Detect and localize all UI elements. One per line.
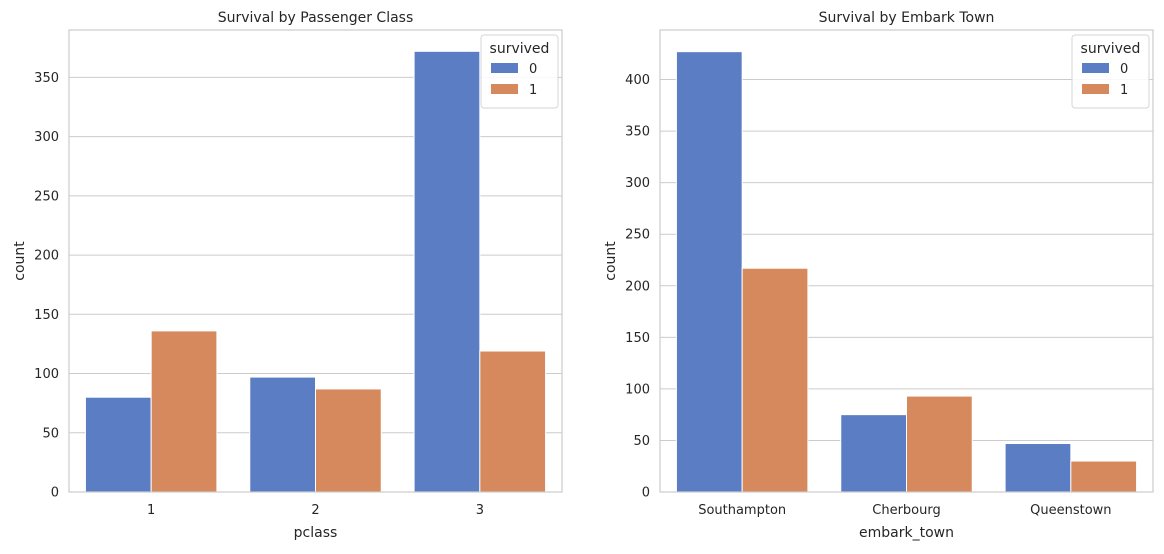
y-tick-label: 50 — [42, 426, 59, 441]
plot-frame — [659, 29, 1154, 493]
legend-label-1: 1 — [1120, 83, 1128, 98]
y-tick-label: 0 — [642, 486, 650, 501]
legend-label-1: 1 — [529, 83, 537, 98]
y-tick-label: 250 — [625, 228, 650, 243]
x-axis-label: embark_town — [859, 525, 954, 541]
y-tick-label: 200 — [625, 279, 650, 294]
y-tick-label: 100 — [34, 367, 59, 382]
legend-label-0: 0 — [529, 62, 537, 77]
legend-swatch-0 — [491, 63, 518, 73]
legend-swatch-1 — [491, 84, 518, 94]
legend-swatch-0 — [1082, 63, 1109, 73]
bar-southampton-survived-1 — [741, 267, 809, 493]
y-tick-label: 300 — [625, 176, 650, 191]
bar-southampton-survived-0 — [675, 51, 743, 493]
legend: survived 0 1 — [480, 34, 559, 109]
x-axis-label: pclass — [294, 525, 338, 541]
bar-1-survived-1 — [150, 330, 218, 493]
x-tick-label: Southampton — [698, 503, 786, 518]
y-tick-label: 0 — [51, 486, 59, 501]
y-tick-label: 150 — [34, 308, 59, 323]
legend-swatch-1 — [1082, 84, 1109, 94]
y-tick-label: 50 — [633, 434, 650, 449]
bar-1-survived-0 — [84, 396, 152, 493]
bar-cherbourg-survived-1 — [906, 395, 973, 493]
chart-2: 0 50 100 150 200 250 300 350 400 Southampton Cherb… — [603, 10, 1154, 541]
y-tick-label: 350 — [625, 125, 650, 140]
x-tick-label: 1 — [147, 503, 155, 518]
y-tick-label: 350 — [34, 71, 59, 86]
bar-cherbourg-survived-0 — [840, 414, 907, 493]
bar-3-survived-1 — [479, 350, 547, 493]
legend-title: survived — [490, 41, 550, 57]
chart-title: Survival by Passenger Class — [218, 10, 414, 26]
legend-label-0: 0 — [1120, 62, 1128, 77]
y-tick-label: 100 — [625, 382, 650, 397]
bar-queenstown-survived-0 — [1004, 443, 1072, 493]
y-tick-label: 300 — [34, 130, 59, 145]
x-tick-label: Cherbourg — [872, 503, 940, 518]
y-tick-label: 200 — [34, 249, 59, 264]
bar-2-survived-1 — [315, 388, 382, 493]
x-tick-label: 3 — [476, 503, 484, 518]
bar-queenstown-survived-1 — [1070, 460, 1138, 493]
bar-3-survived-0 — [413, 50, 481, 493]
chart-title: Survival by Embark Town — [819, 10, 995, 26]
y-axis-label: count — [12, 241, 28, 281]
x-tick-label: Queenstown — [1030, 503, 1111, 518]
y-tick-label: 250 — [34, 189, 59, 204]
bar-2-survived-0 — [249, 376, 316, 493]
legend: survived 0 1 — [1071, 34, 1150, 109]
y-tick-label: 150 — [625, 331, 650, 346]
x-tick-label: 2 — [311, 503, 319, 518]
legend-title: survived — [1081, 41, 1141, 57]
chart-1: 0 50 100 150 200 250 300 350 1 2 3 pclass count Survi… — [12, 10, 563, 541]
y-tick-label: 400 — [625, 73, 650, 88]
y-axis-label: count — [603, 241, 619, 281]
plot-frame — [68, 29, 563, 493]
